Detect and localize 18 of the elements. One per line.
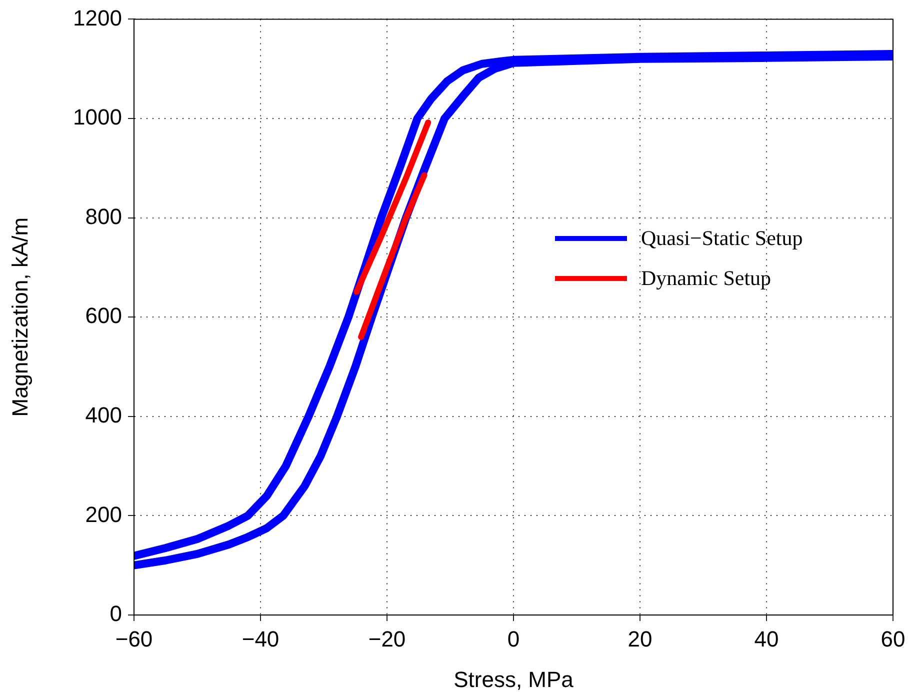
y-tick-label: 1200 (73, 5, 122, 30)
y-tick-label: 800 (85, 204, 122, 229)
x-tick-label: 0 (507, 626, 520, 652)
legend-label: Dynamic Setup (641, 266, 772, 290)
y-tick-label: 0 (110, 601, 122, 626)
x-tick-label: −40 (242, 626, 280, 652)
x-axis-title: Stress, MPa (454, 666, 574, 692)
y-tick-label: 200 (85, 502, 122, 527)
y-tick-label: 600 (85, 303, 122, 328)
x-tick-label: 40 (754, 626, 779, 652)
x-tick-label: 20 (628, 626, 652, 652)
y-tick-label: 1000 (73, 104, 122, 130)
x-tick-label: 60 (880, 626, 906, 652)
y-tick-label: 400 (85, 402, 122, 428)
legend-label: Quasi−Static Setup (641, 226, 803, 250)
x-tick-label: −60 (115, 626, 153, 652)
y-axis-title: Magnetization, kA/m (7, 217, 32, 417)
x-tick-label: −20 (368, 626, 406, 652)
